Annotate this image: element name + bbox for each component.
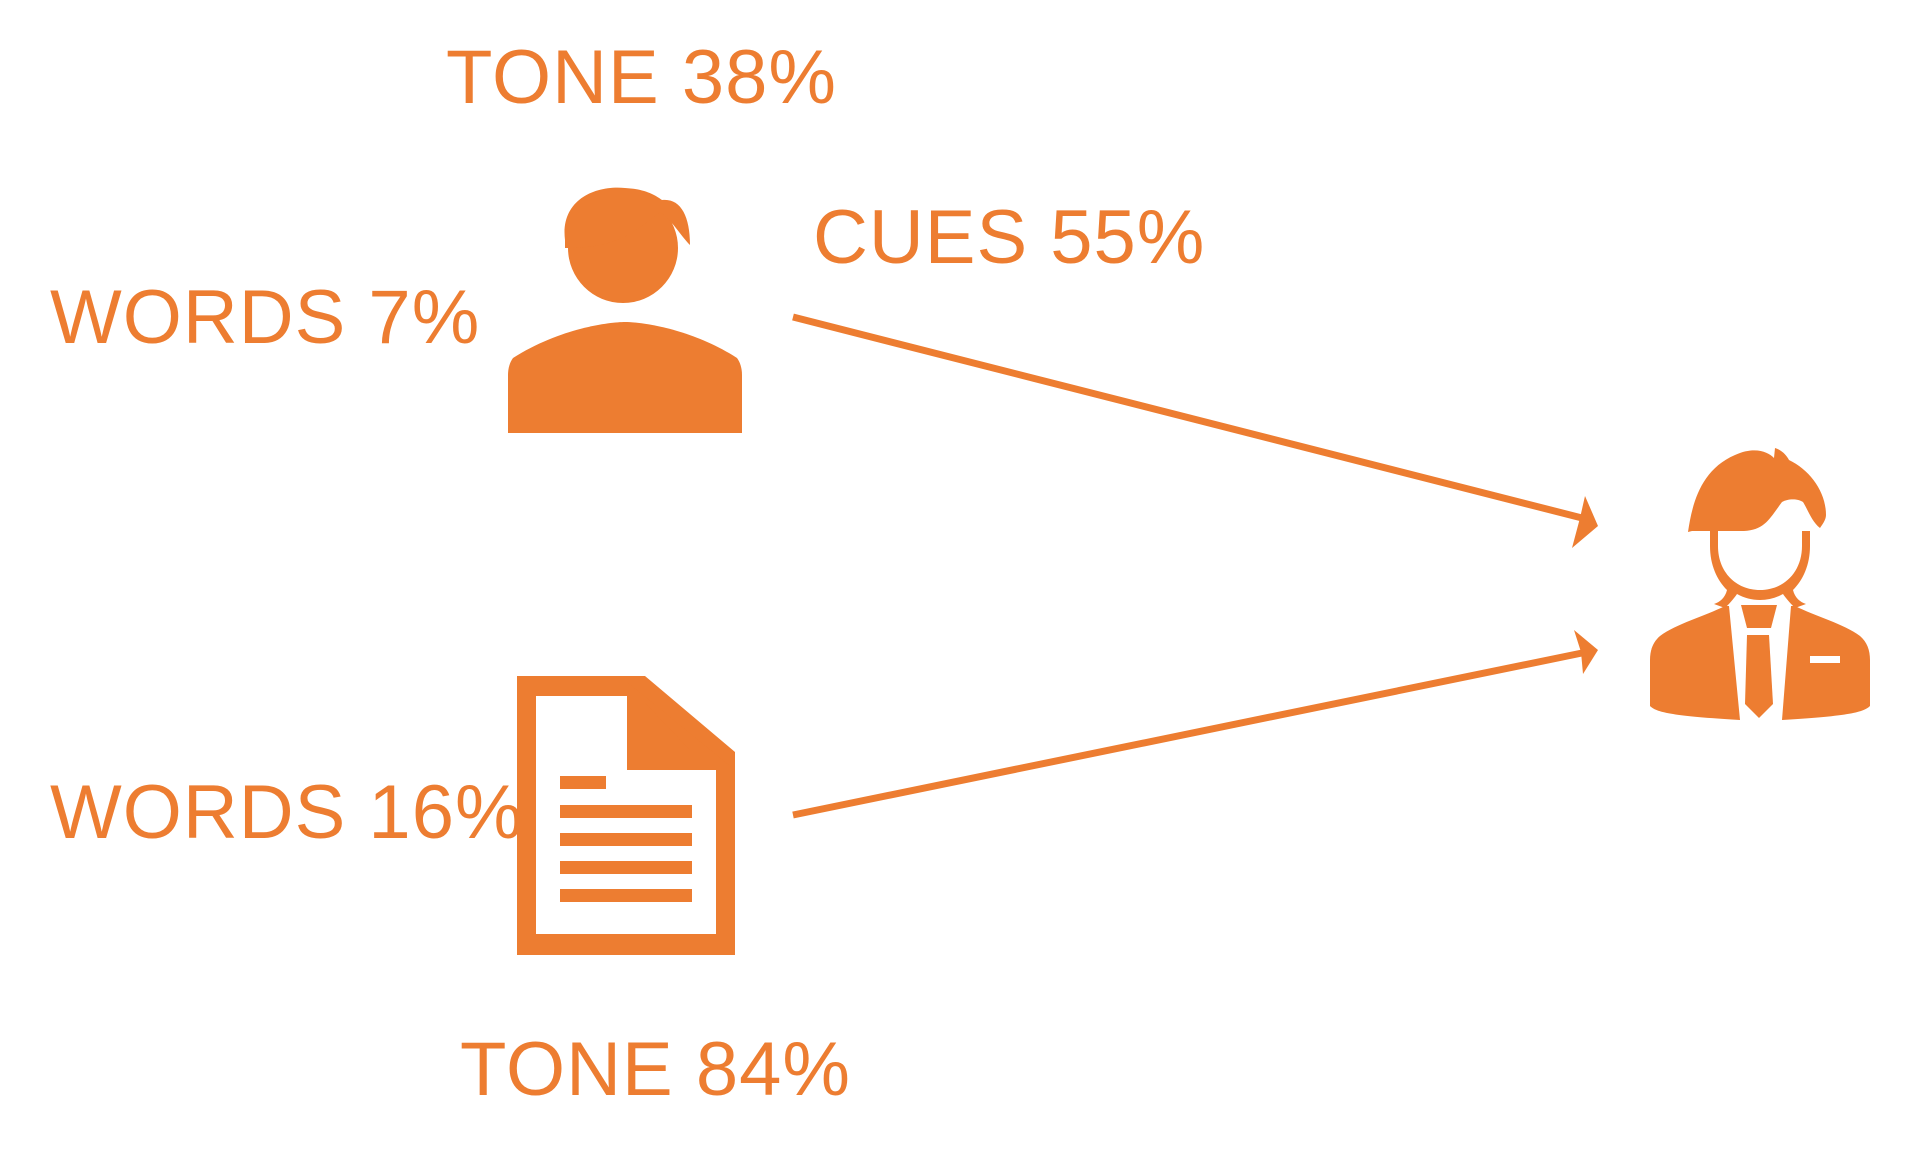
arrow-top-head	[1572, 496, 1598, 548]
person-hair	[564, 187, 690, 248]
businessman-hair	[1688, 448, 1826, 532]
businessman-tie	[1745, 635, 1773, 718]
document-corner-fold	[627, 682, 735, 770]
label-tone-bottom: TONE 84%	[460, 1027, 851, 1112]
document-line-2	[560, 833, 692, 846]
label-tone-top: TONE 38%	[446, 35, 837, 120]
document-line-3	[560, 861, 692, 874]
document-icon	[517, 676, 735, 955]
arrow-bottom	[792, 630, 1598, 819]
person-icon	[508, 187, 742, 433]
arrow-top	[792, 313, 1598, 548]
person-body	[508, 322, 742, 433]
label-cues: CUES 55%	[813, 195, 1206, 280]
businessman-tie-knot	[1741, 605, 1777, 628]
label-words-bottom: WORDS 16%	[50, 770, 524, 855]
arrow-bottom-line	[792, 649, 1583, 819]
businessman-icon	[1650, 448, 1870, 720]
document-line-1	[560, 805, 692, 818]
document-line-4	[560, 889, 692, 902]
arrow-top-line	[792, 313, 1583, 522]
label-words-top: WORDS 7%	[50, 275, 481, 360]
businessman-jacket-left	[1650, 606, 1740, 720]
document-outline	[517, 676, 735, 955]
businessman-face-outline	[1710, 531, 1810, 608]
businessman-pocket	[1810, 656, 1840, 663]
document-line-short	[560, 776, 606, 789]
arrow-bottom-head	[1574, 630, 1598, 674]
